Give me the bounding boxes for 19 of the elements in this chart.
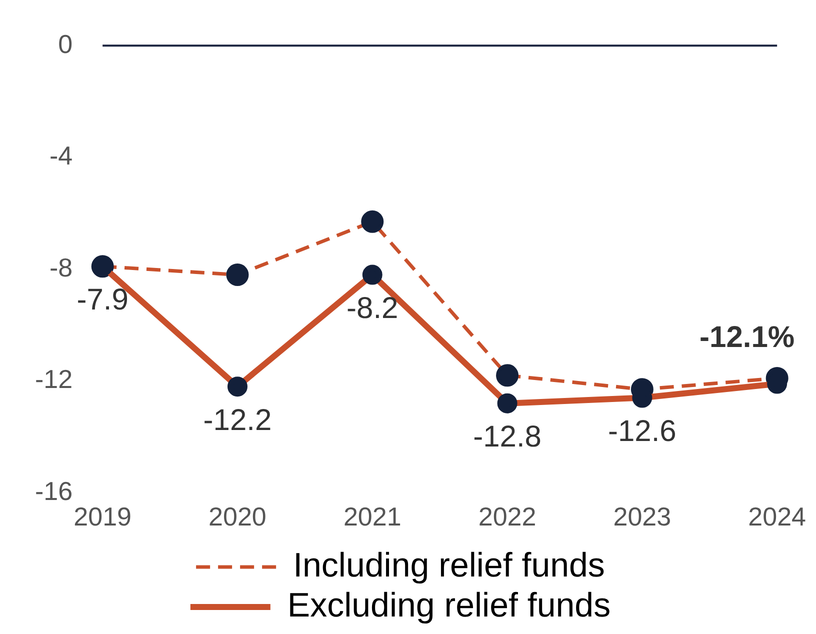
y-tick-label: -4 [49, 140, 73, 171]
y-tick-label: 0 [58, 28, 73, 59]
data-label: -12.1% [700, 321, 795, 354]
legend-label: Excluding relief funds [287, 586, 611, 624]
data-label: -12.6 [608, 415, 676, 448]
data-label: -12.8 [473, 420, 542, 454]
legend-label: Including relief funds [293, 546, 605, 584]
data-label: -12.2 [203, 404, 272, 437]
y-tick-label: -16 [35, 476, 73, 506]
x-tick-label: 2022 [478, 502, 536, 532]
x-tick-label: 2020 [208, 502, 266, 532]
x-tick-label: 2024 [748, 502, 806, 532]
data-label: -7.9 [76, 284, 128, 317]
x-tick-label: 2021 [343, 502, 402, 532]
x-tick-label: 2019 [74, 502, 132, 532]
data-label: -8.2 [346, 292, 398, 326]
y-tick-label: -12 [35, 364, 73, 394]
x-tick-label: 2023 [613, 502, 672, 532]
y-tick-label: -8 [49, 252, 73, 282]
